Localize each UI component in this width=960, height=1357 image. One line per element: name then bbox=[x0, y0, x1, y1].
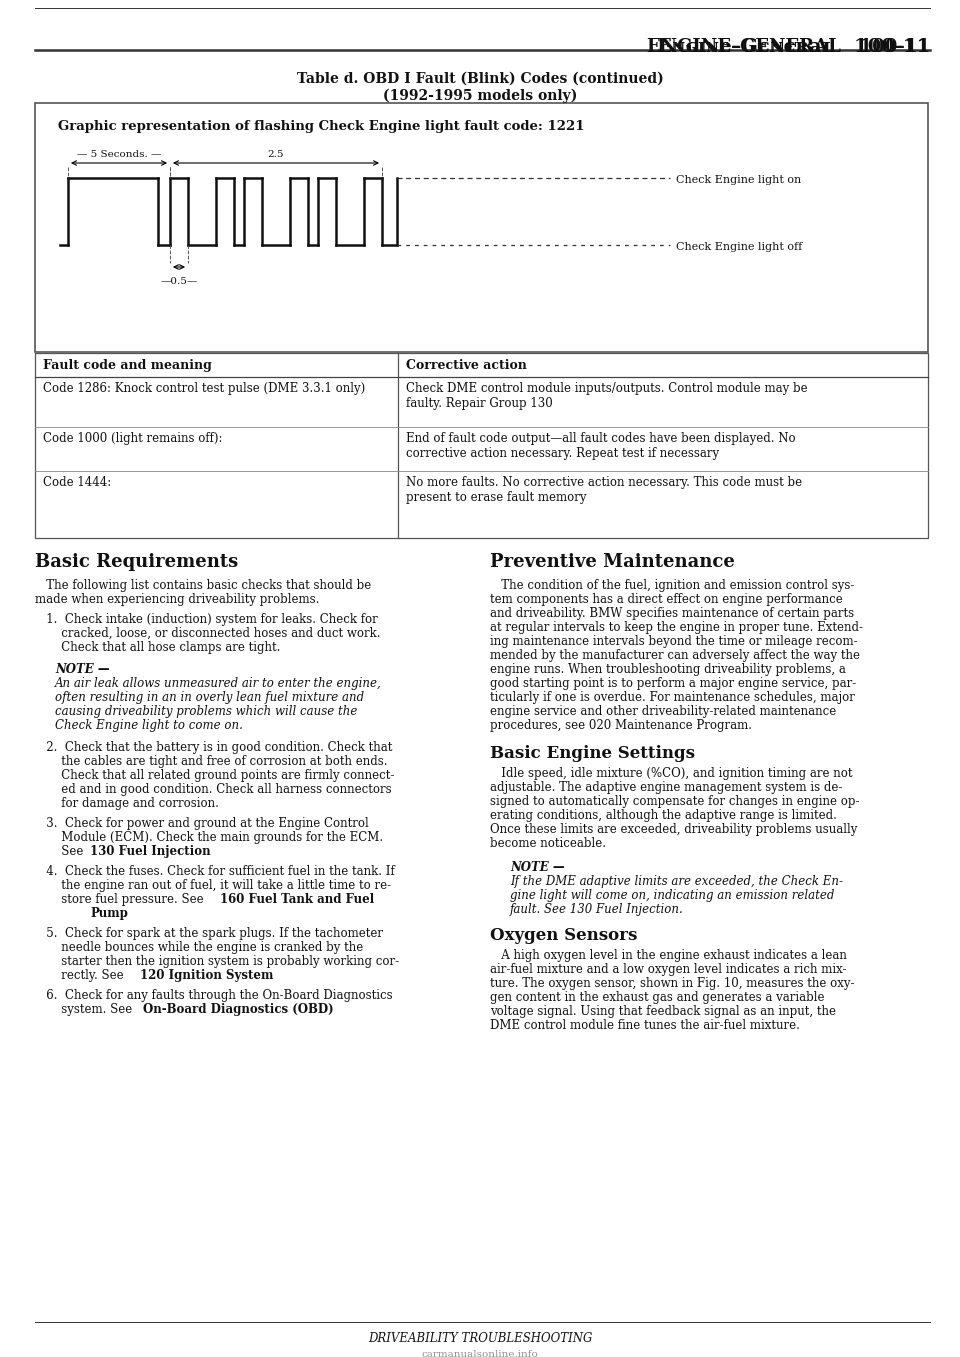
Text: The condition of the fuel, ignition and emission control sys-: The condition of the fuel, ignition and … bbox=[490, 579, 854, 592]
Text: system. See: system. See bbox=[35, 1003, 136, 1016]
Text: Code 1444:: Code 1444: bbox=[43, 476, 111, 489]
Text: On-Board Diagnostics (OBD): On-Board Diagnostics (OBD) bbox=[143, 1003, 334, 1016]
Text: The following list contains basic checks that should be: The following list contains basic checks… bbox=[35, 579, 372, 592]
Text: Check DME control module inputs/outputs. Control module may be
faulty. Repair Gr: Check DME control module inputs/outputs.… bbox=[406, 383, 807, 410]
Bar bbox=[35, 353, 928, 537]
Text: Code 1286: Knock control test pulse (DME 3.3.1 only): Code 1286: Knock control test pulse (DME… bbox=[43, 383, 365, 395]
Text: See: See bbox=[35, 845, 87, 858]
Text: engine runs. When troubleshooting driveability problems, a: engine runs. When troubleshooting drivea… bbox=[490, 664, 846, 676]
Text: Preventive Maintenance: Preventive Maintenance bbox=[490, 554, 734, 571]
Text: Corrective action: Corrective action bbox=[406, 360, 527, 372]
Text: ed and in good condition. Check all harness connectors: ed and in good condition. Check all harn… bbox=[35, 783, 392, 797]
Text: DME control module fine tunes the air-fuel mixture.: DME control module fine tunes the air-fu… bbox=[490, 1019, 800, 1033]
Text: 2.5: 2.5 bbox=[268, 151, 284, 159]
Text: ticularly if one is overdue. For maintenance schedules, major: ticularly if one is overdue. For mainten… bbox=[490, 691, 854, 704]
Text: Check Engine light on: Check Engine light on bbox=[676, 175, 802, 185]
Text: tem components has a direct effect on engine performance: tem components has a direct effect on en… bbox=[490, 593, 843, 607]
Text: 5.  Check for spark at the spark plugs. If the tachometer: 5. Check for spark at the spark plugs. I… bbox=[35, 927, 383, 940]
Text: Basic Engine Settings: Basic Engine Settings bbox=[490, 745, 695, 763]
Text: Oxygen Sensors: Oxygen Sensors bbox=[490, 927, 637, 944]
Text: causing driveability problems which will cause the: causing driveability problems which will… bbox=[55, 706, 357, 718]
Text: fault. See 130 Fuel Injection.: fault. See 130 Fuel Injection. bbox=[510, 902, 684, 916]
Text: become noticeable.: become noticeable. bbox=[490, 837, 606, 849]
Text: .: . bbox=[320, 1003, 324, 1016]
Text: Check that all related ground points are firmly connect-: Check that all related ground points are… bbox=[35, 769, 395, 782]
Text: NOTE —: NOTE — bbox=[55, 664, 109, 676]
Text: Graphic representation of flashing Check Engine light fault code: 1221: Graphic representation of flashing Check… bbox=[58, 119, 585, 133]
Text: A high oxygen level in the engine exhaust indicates a lean: A high oxygen level in the engine exhaus… bbox=[490, 949, 847, 962]
Text: carmanualsonline.info: carmanualsonline.info bbox=[421, 1350, 539, 1357]
Text: Code 1000 (light remains off):: Code 1000 (light remains off): bbox=[43, 432, 223, 445]
Text: 130 Fuel Injection: 130 Fuel Injection bbox=[90, 845, 210, 858]
Text: made when experiencing driveability problems.: made when experiencing driveability prob… bbox=[35, 593, 320, 607]
Text: cracked, loose, or disconnected hoses and duct work.: cracked, loose, or disconnected hoses an… bbox=[35, 627, 380, 641]
Text: ENGINE–GENERAL   100-11: ENGINE–GENERAL 100-11 bbox=[647, 38, 930, 56]
Text: End of fault code output—all fault codes have been displayed. No
corrective acti: End of fault code output—all fault codes… bbox=[406, 432, 796, 460]
Text: mended by the manufacturer can adversely affect the way the: mended by the manufacturer can adversely… bbox=[490, 649, 860, 662]
Text: needle bounces while the engine is cranked by the: needle bounces while the engine is crank… bbox=[35, 940, 363, 954]
Text: If the DME adaptive limits are exceeded, the Check En-: If the DME adaptive limits are exceeded,… bbox=[510, 875, 843, 887]
Text: air-fuel mixture and a low oxygen level indicates a rich mix-: air-fuel mixture and a low oxygen level … bbox=[490, 963, 847, 976]
Text: .: . bbox=[123, 906, 127, 920]
Text: the cables are tight and free of corrosion at both ends.: the cables are tight and free of corrosi… bbox=[35, 754, 388, 768]
Text: Once these limits are exceeded, driveability problems usually: Once these limits are exceeded, driveabi… bbox=[490, 822, 857, 836]
Text: voltage signal. Using that feedback signal as an input, the: voltage signal. Using that feedback sign… bbox=[490, 1006, 836, 1018]
Text: —0.5—: —0.5— bbox=[160, 277, 198, 286]
Text: starter then the ignition system is probably working cor-: starter then the ignition system is prob… bbox=[35, 955, 399, 968]
Text: signed to automatically compensate for changes in engine op-: signed to automatically compensate for c… bbox=[490, 795, 859, 807]
Text: Check that all hose clamps are tight.: Check that all hose clamps are tight. bbox=[35, 641, 280, 654]
Text: the engine ran out of fuel, it will take a little time to re-: the engine ran out of fuel, it will take… bbox=[35, 879, 391, 892]
Text: 1.  Check intake (induction) system for leaks. Check for: 1. Check intake (induction) system for l… bbox=[35, 613, 377, 626]
Text: at regular intervals to keep the engine in proper tune. Extend-: at regular intervals to keep the engine … bbox=[490, 622, 863, 634]
Text: ing maintenance intervals beyond the time or mileage recom-: ing maintenance intervals beyond the tim… bbox=[490, 635, 857, 649]
Text: and driveability. BMW specifies maintenance of certain parts: and driveability. BMW specifies maintena… bbox=[490, 607, 854, 620]
Text: .: . bbox=[255, 969, 259, 982]
Text: An air leak allows unmeasured air to enter the engine,: An air leak allows unmeasured air to ent… bbox=[55, 677, 382, 689]
Text: Check Engine light to come on.: Check Engine light to come on. bbox=[55, 719, 243, 731]
Text: DRIVEABILITY TROUBLESHOOTING: DRIVEABILITY TROUBLESHOOTING bbox=[368, 1333, 592, 1345]
Text: Table d. OBD I Fault (Blink) Codes (continued): Table d. OBD I Fault (Blink) Codes (cont… bbox=[297, 72, 663, 85]
Text: procedures, see 020 Maintenance Program.: procedures, see 020 Maintenance Program. bbox=[490, 719, 752, 731]
Text: for damage and corrosion.: for damage and corrosion. bbox=[35, 797, 219, 810]
Text: Fault code and meaning: Fault code and meaning bbox=[43, 360, 212, 372]
Text: often resulting in an in overly lean fuel mixture and: often resulting in an in overly lean fue… bbox=[55, 691, 364, 704]
Text: adjustable. The adaptive engine management system is de-: adjustable. The adaptive engine manageme… bbox=[490, 782, 842, 794]
Text: good starting point is to perform a major engine service, par-: good starting point is to perform a majo… bbox=[490, 677, 856, 689]
Text: 2.  Check that the battery is in good condition. Check that: 2. Check that the battery is in good con… bbox=[35, 741, 393, 754]
Text: 4.  Check the fuses. Check for sufficient fuel in the tank. If: 4. Check the fuses. Check for sufficient… bbox=[35, 864, 395, 878]
Text: No more faults. No corrective action necessary. This code must be
present to era: No more faults. No corrective action nec… bbox=[406, 476, 803, 503]
Text: engine service and other driveability-related maintenance: engine service and other driveability-re… bbox=[490, 706, 836, 718]
Bar bbox=[35, 103, 928, 351]
Text: (1992-1995 models only): (1992-1995 models only) bbox=[383, 90, 577, 103]
Text: 3.  Check for power and ground at the Engine Control: 3. Check for power and ground at the Eng… bbox=[35, 817, 369, 830]
Text: 120 Ignition System: 120 Ignition System bbox=[140, 969, 274, 982]
Text: — 5 Seconds. —: — 5 Seconds. — bbox=[77, 151, 161, 159]
Text: 6.  Check for any faults through the On-Board Diagnostics: 6. Check for any faults through the On-B… bbox=[35, 989, 393, 1001]
Text: Basic Requirements: Basic Requirements bbox=[35, 554, 238, 571]
Text: Pump: Pump bbox=[90, 906, 128, 920]
Text: Eɴɢɪɴе–Gєɴєʀаʟ   100-11: Eɴɢɪɴе–Gєɴєʀаʟ 100-11 bbox=[657, 38, 930, 56]
Text: NOTE —: NOTE — bbox=[510, 860, 564, 874]
Text: Module (ECM). Check the main grounds for the ECM.: Module (ECM). Check the main grounds for… bbox=[35, 830, 383, 844]
Text: store fuel pressure. See: store fuel pressure. See bbox=[35, 893, 207, 906]
Text: Idle speed, idle mixture (%CO), and ignition timing are not: Idle speed, idle mixture (%CO), and igni… bbox=[490, 767, 852, 780]
Text: erating conditions, although the adaptive range is limited.: erating conditions, although the adaptiv… bbox=[490, 809, 837, 822]
Text: Check Engine light off: Check Engine light off bbox=[676, 242, 803, 252]
Text: gine light will come on, indicating an emission related: gine light will come on, indicating an e… bbox=[510, 889, 834, 902]
Text: ture. The oxygen sensor, shown in Fig. 10, measures the oxy-: ture. The oxygen sensor, shown in Fig. 1… bbox=[490, 977, 854, 991]
Text: 160 Fuel Tank and Fuel: 160 Fuel Tank and Fuel bbox=[220, 893, 374, 906]
Text: gen content in the exhaust gas and generates a variable: gen content in the exhaust gas and gener… bbox=[490, 991, 825, 1004]
Text: rectly. See: rectly. See bbox=[35, 969, 128, 982]
